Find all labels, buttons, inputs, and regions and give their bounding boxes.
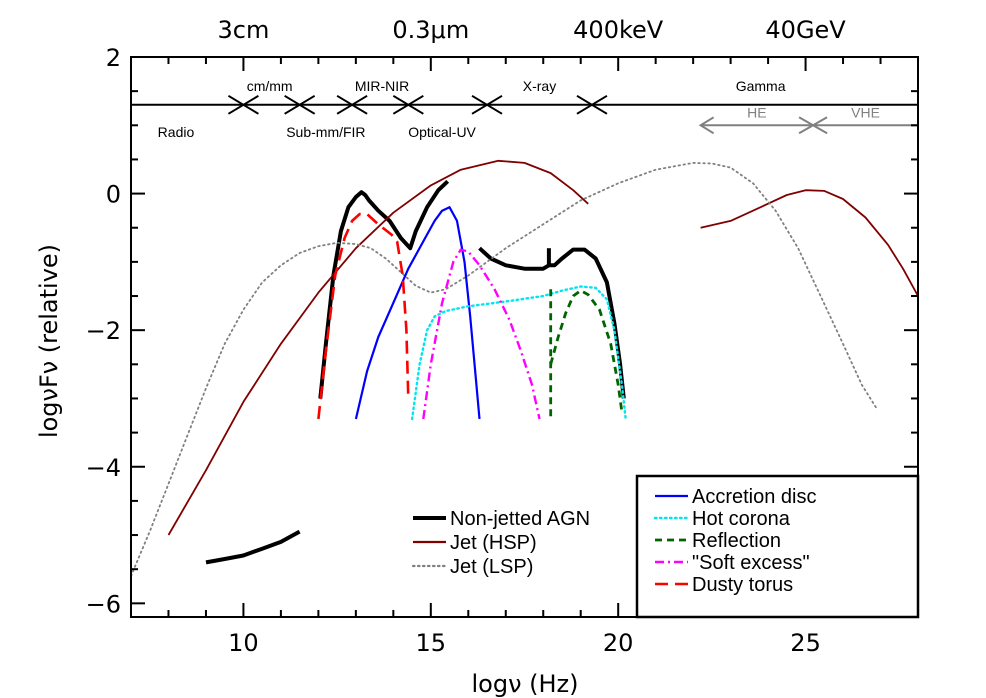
- series-line-4-0: [410, 285, 627, 421]
- top-axis-label-1: 0.3μm: [392, 16, 469, 44]
- legend-entry-right-4: Dusty torus: [655, 574, 793, 596]
- legend-entry-right-1: Hot corona: [653, 508, 791, 530]
- band-label-below-2: Optical-UV: [408, 124, 476, 140]
- gamma-sub-label-0: HE: [747, 104, 766, 120]
- legend-label: Hot corona: [692, 508, 791, 530]
- band-label-above-0: cm/mm: [247, 78, 293, 94]
- series-line-5-1: [549, 289, 624, 413]
- band-marker-1: [284, 94, 316, 115]
- legend-label: Accretion disc: [692, 486, 817, 508]
- legend-label: Non-jetted AGN: [450, 508, 590, 530]
- top-axis-label-0: 3cm: [218, 16, 270, 44]
- legend-label: Dusty torus: [692, 574, 793, 596]
- legend-label: "Soft excess": [692, 552, 810, 574]
- legend-label: Jet (LSP): [450, 556, 533, 578]
- top-axis-label-3: 40GeV: [765, 16, 846, 44]
- band-marker-3: [392, 94, 424, 115]
- band-label-below-1: Sub-mm/FIR: [286, 124, 365, 140]
- top-axis-label-2: 400keV: [573, 16, 664, 44]
- series-line-7-0: [317, 212, 410, 420]
- legend-entry-left-1: Jet (HSP): [413, 532, 537, 554]
- band-label-above-3: Gamma: [736, 78, 786, 94]
- he-arrow-head: [698, 116, 715, 135]
- legend-entry-right-2: Reflection: [655, 530, 781, 552]
- band-label-below-0: Radio: [158, 124, 195, 140]
- legend-entry-right-3: "Soft excess": [655, 552, 810, 574]
- x-tick-label-1: 15: [416, 629, 447, 657]
- series-line-1-1: [700, 189, 918, 297]
- vhe-arrow-head: [811, 116, 828, 135]
- band-marker-5: [576, 94, 608, 115]
- band-label-above-1: MIR-NIR: [355, 78, 409, 94]
- series-line-2-0: [131, 161, 878, 577]
- gamma-sub-label-1: VHE: [851, 104, 880, 120]
- legend-entry-right-0: Accretion disc: [655, 486, 817, 508]
- series-line-1-0: [167, 159, 589, 536]
- y-tick-label-2: −2: [86, 317, 121, 345]
- x-tick-label-0: 10: [228, 629, 259, 657]
- y-tick-label-4: −6: [86, 590, 121, 618]
- band-marker-0: [227, 94, 259, 115]
- plot-layer: [131, 159, 918, 577]
- legend-entry-left-0: Non-jetted AGN: [413, 508, 590, 530]
- legend-label: Reflection: [692, 530, 781, 552]
- series-line-0-0: [318, 179, 450, 399]
- series-line-6-0: [422, 248, 541, 420]
- band-label-above-2: X-ray: [523, 78, 556, 94]
- legend-entry-left-2: Jet (LSP): [411, 556, 533, 578]
- axes-layer: cm/mm MIR-NIR X-ray Gamma Radio Sub-mm/FIR Opt…: [86, 16, 920, 657]
- legend-box: [635, 474, 920, 619]
- x-tick-label-3: 25: [790, 629, 821, 657]
- legend-label: Jet (HSP): [450, 532, 537, 554]
- series-line-0-1: [478, 246, 626, 399]
- x-tick-label-2: 20: [603, 629, 634, 657]
- plot-frame: [130, 56, 919, 618]
- x-axis-title: logν (Hz): [472, 670, 579, 698]
- y-axis-title: logνFν (relative): [35, 244, 63, 438]
- band-marker-4: [471, 94, 503, 115]
- series-line-3-0: [354, 206, 481, 420]
- y-tick-label-3: −4: [86, 454, 121, 482]
- series-line-0-3: [205, 529, 301, 565]
- y-tick-label-1: 0: [106, 181, 121, 209]
- band-marker-2: [336, 94, 368, 115]
- y-tick-label-0: 2: [106, 44, 121, 72]
